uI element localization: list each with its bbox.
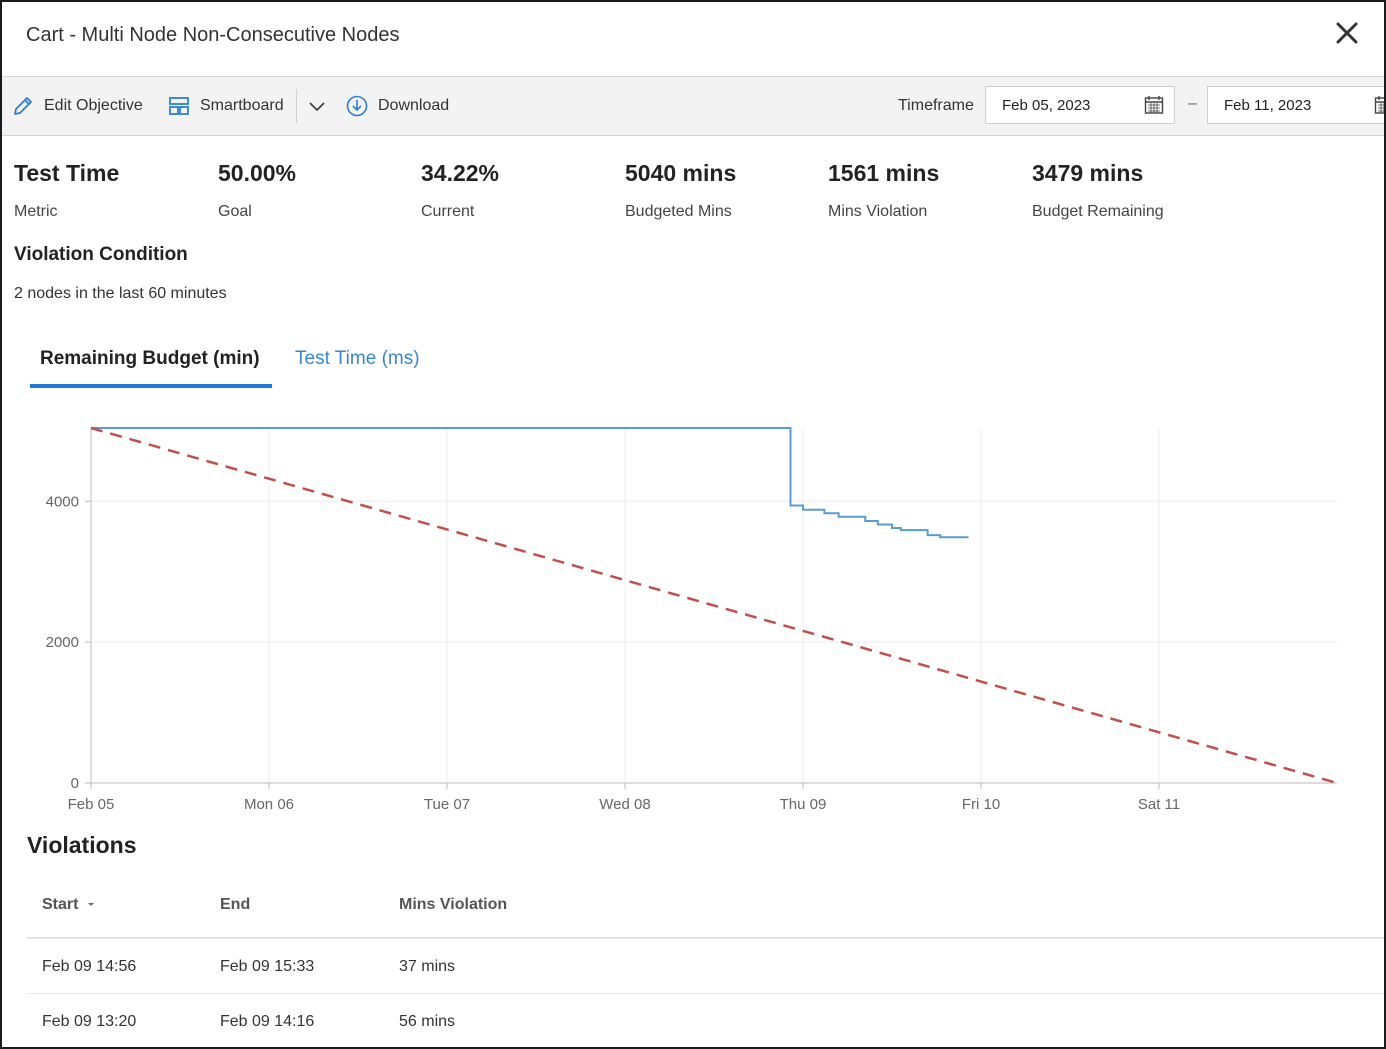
cell-end: Feb 09 14:16: [220, 1013, 315, 1030]
table-row[interactable]: Feb 09 13:20 Feb 09 14:16 56 mins: [27, 994, 1384, 1047]
edit-objective-label: Edit Objective: [44, 97, 143, 114]
timeframe-label: Timeframe: [898, 97, 974, 114]
y-tick-label: 0: [71, 775, 79, 792]
mins-violation-summary: 1561 mins Mins Violation: [828, 160, 939, 221]
tab-remaining-budget[interactable]: Remaining Budget (min): [40, 348, 260, 369]
date-to-input[interactable]: Feb 11, 2023: [1207, 86, 1386, 124]
goal-value: 50.00%: [218, 160, 297, 186]
budget-remaining-value: 3479 mins: [1032, 160, 1144, 186]
x-tick-label: Mon 06: [244, 796, 294, 813]
violation-condition-title: Violation Condition: [14, 244, 188, 265]
target-budget-line: [90, 426, 1338, 785]
download-button[interactable]: Download: [346, 77, 449, 135]
x-tick-label: Fri 10: [962, 796, 1000, 813]
modal-title: Cart - Multi Node Non-Consecutive Nodes: [26, 24, 400, 46]
y-tick-label: 2000: [46, 634, 79, 651]
cell-mins-violation: 37 mins: [399, 958, 456, 975]
violation-condition-text: 2 nodes in the last 60 minutes: [14, 285, 227, 302]
violations-title: Violations: [27, 832, 137, 858]
column-header-end[interactable]: End: [220, 896, 251, 913]
x-tick-label: Sat 11: [1138, 796, 1180, 813]
x-tick-label: Tue 07: [424, 796, 470, 813]
smartboard-label: Smartboard: [200, 97, 284, 114]
goal-summary: 50.00% Goal: [218, 160, 296, 221]
download-label: Download: [378, 97, 450, 114]
cell-start: Feb 09 13:20: [42, 1013, 137, 1030]
budget-remaining-label: Budget Remaining: [1032, 203, 1164, 220]
current-value: 34.22%: [421, 160, 500, 186]
x-tick-label: Feb 05: [68, 796, 115, 813]
remaining-budget-chart: 0 2000 4000 Feb 05 Mon 06 Tue 07 Wed 08 Thu 09 F…: [46, 426, 1338, 813]
current-label: Current: [421, 203, 475, 220]
y-tick-label: 4000: [46, 493, 79, 510]
title-bar: Cart - Multi Node Non-Consecutive Nodes: [2, 2, 1384, 77]
toolbar: Edit Objective Smartboard Download Timef…: [2, 77, 1384, 136]
date-from-value: Feb 05, 2023: [1002, 96, 1091, 114]
table-row[interactable]: Feb 09 14:56 Feb 09 15:33 37 mins: [27, 939, 1384, 994]
column-header-mins-violation[interactable]: Mins Violation: [399, 896, 508, 913]
cell-start: Feb 09 14:56: [42, 958, 137, 975]
current-summary: 34.22% Current: [421, 160, 499, 221]
tab-test-time[interactable]: Test Time (ms): [295, 348, 420, 369]
mins-violation-label: Mins Violation: [828, 203, 928, 220]
mins-violation-value: 1561 mins: [828, 160, 940, 186]
date-from-input[interactable]: Feb 05, 2023: [985, 86, 1175, 124]
smartboard-icon: [169, 97, 189, 115]
smartboard-dropdown-button[interactable]: [306, 77, 338, 135]
metric-summary: Test Time Metric: [14, 160, 119, 221]
calendar-icon[interactable]: [1144, 95, 1164, 115]
budget-remaining-summary: 3479 mins Budget Remaining: [1032, 160, 1164, 221]
metric-label: Metric: [14, 203, 58, 220]
table-header: Start End Mins Violation: [27, 877, 1384, 939]
pencil-icon: [14, 97, 32, 115]
budgeted-mins-summary: 5040 mins Budgeted Mins: [625, 160, 736, 221]
sort-desc-icon: [87, 903, 94, 906]
budgeted-mins-label: Budgeted Mins: [625, 203, 732, 220]
x-tick-label: Thu 09: [780, 796, 827, 813]
active-tab-indicator: [30, 384, 272, 388]
cell-end: Feb 09 15:33: [220, 958, 315, 975]
toolbar-divider: [296, 89, 297, 123]
x-tick-label: Wed 08: [599, 796, 650, 813]
edit-objective-button[interactable]: Edit Objective: [12, 77, 143, 135]
violations-table: Start End Mins Violation Feb 09 14:56 Fe…: [27, 877, 1384, 1047]
goal-label: Goal: [218, 203, 252, 220]
chevron-down-icon: [309, 102, 325, 112]
download-icon: [346, 95, 368, 117]
remaining-budget-line: [91, 427, 969, 539]
date-range-separator: –: [1188, 95, 1197, 112]
close-icon: [1336, 22, 1358, 44]
column-header-start[interactable]: Start: [42, 896, 96, 914]
budgeted-mins-value: 5040 mins: [625, 160, 737, 186]
date-to-value: Feb 11, 2023: [1224, 96, 1312, 114]
metric-value: Test Time: [14, 160, 120, 186]
calendar-icon[interactable]: [1374, 95, 1386, 115]
smartboard-button[interactable]: Smartboard: [168, 77, 284, 135]
cell-mins-violation: 56 mins: [399, 1013, 456, 1030]
close-button[interactable]: [1332, 18, 1362, 48]
